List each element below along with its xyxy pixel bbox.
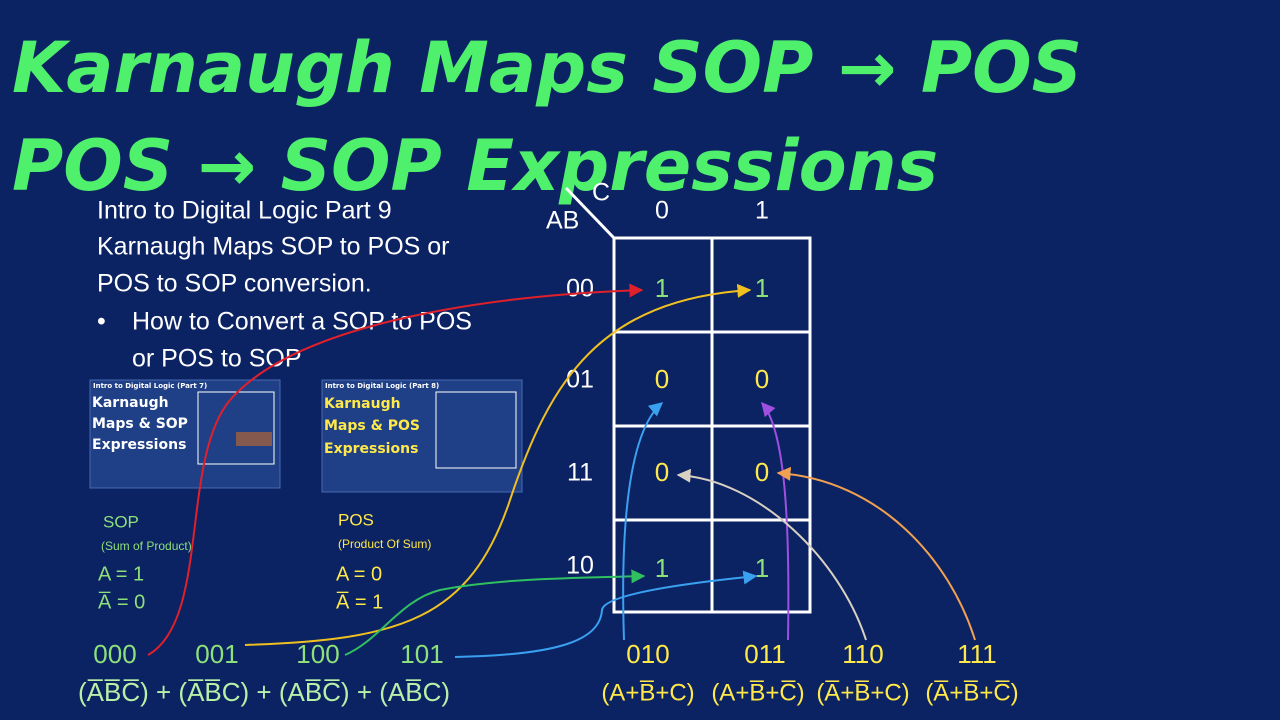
kmap-cell: 1 (655, 553, 669, 583)
kmap-cell: 0 (755, 364, 769, 394)
kmap-corner: AB (546, 207, 579, 235)
kmap-row-header: 01 (566, 366, 594, 394)
maxterm-term: (A̅+B̅+C̅) (925, 679, 1018, 706)
sop-title: SOP (103, 512, 139, 531)
thumbnail: Intro to Digital Logic (Part 8) Karnaugh… (321, 379, 523, 493)
sop-rule: A̅ = 0 (98, 590, 145, 613)
kmap-row-header: 10 (566, 552, 594, 580)
sop-expression: (A̅B̅C̅) + (A̅B̅C) + (AB̅C̅) + (AB̅C) (78, 677, 450, 707)
kmap-row-header: 11 (567, 459, 593, 487)
bullet-dot: • (97, 308, 106, 336)
pos-rule: A = 0 (336, 563, 382, 585)
thumbnail-title: Karnaugh (324, 396, 401, 412)
kmap-cell: 0 (655, 364, 669, 394)
thumbnail-title: Expressions (324, 441, 418, 457)
maxterm-term: (A+B̅+C) (601, 679, 694, 706)
bullet-line: How to Convert a SOP to POS (132, 308, 472, 336)
kmap-grid (564, 186, 812, 614)
thumbnail: Intro to Digital Logic (Part 7) Karnaugh… (89, 379, 281, 489)
kmap-cell: 0 (755, 457, 769, 487)
kmap-cell: 1 (755, 553, 769, 583)
pos-rule: A̅ = 1 (336, 590, 383, 613)
sop-rule: A = 1 (98, 563, 144, 585)
thumbnail-title: Maps & POS (324, 418, 420, 434)
title-line: Karnaugh Maps SOP → POS (12, 27, 1082, 109)
intro-line: Karnaugh Maps SOP to POS or (97, 233, 450, 261)
pos-subtitle: (Product Of Sum) (338, 537, 431, 551)
minterm-code: 101 (400, 639, 443, 669)
arrows (147, 283, 976, 658)
maxterm-code: 011 (744, 639, 785, 669)
sop-subtitle: (Sum of Product) (101, 539, 192, 553)
minterm-code: 100 (296, 639, 339, 669)
intro-line: POS to SOP conversion. (97, 270, 372, 298)
maxterm-code: 110 (842, 639, 883, 669)
maxterm-term: (A+B̅+C̅) (711, 679, 804, 706)
maxterm-code: 010 (626, 639, 669, 669)
title-line: POS → SOP Expressions (12, 125, 938, 207)
kmap-col-header: 1 (755, 197, 769, 225)
thumbnail-title: Karnaugh (92, 395, 169, 411)
thumbnail-title: Maps & SOP (92, 416, 188, 432)
kmap-cell: 1 (755, 273, 769, 303)
pos-title: POS (338, 510, 374, 529)
thumbnail-caption: Intro to Digital Logic (Part 8) (325, 382, 439, 390)
kmap-cell: 0 (655, 457, 669, 487)
kmap-corner: C (592, 179, 610, 207)
bullet-line: or POS to SOP (132, 345, 302, 373)
minterm-code: 001 (195, 639, 238, 669)
maxterm-code: 111 (957, 639, 997, 669)
kmap-row-header: 00 (566, 275, 594, 303)
kmap-cell: 1 (655, 273, 669, 303)
thumbnail-caption: Intro to Digital Logic (Part 7) (93, 382, 207, 390)
intro-line: Intro to Digital Logic Part 9 (97, 197, 392, 225)
minterm-code: 000 (93, 639, 136, 669)
maxterm-term: (A̅+B̅+C) (816, 679, 909, 706)
thumbnail-title: Expressions (92, 437, 186, 453)
bottom-terms: 000 001 100 101 010 011 110 111 (A+B̅+C) (A+B̅+C̅… (93, 639, 1018, 706)
kmap-col-header: 0 (655, 197, 669, 225)
